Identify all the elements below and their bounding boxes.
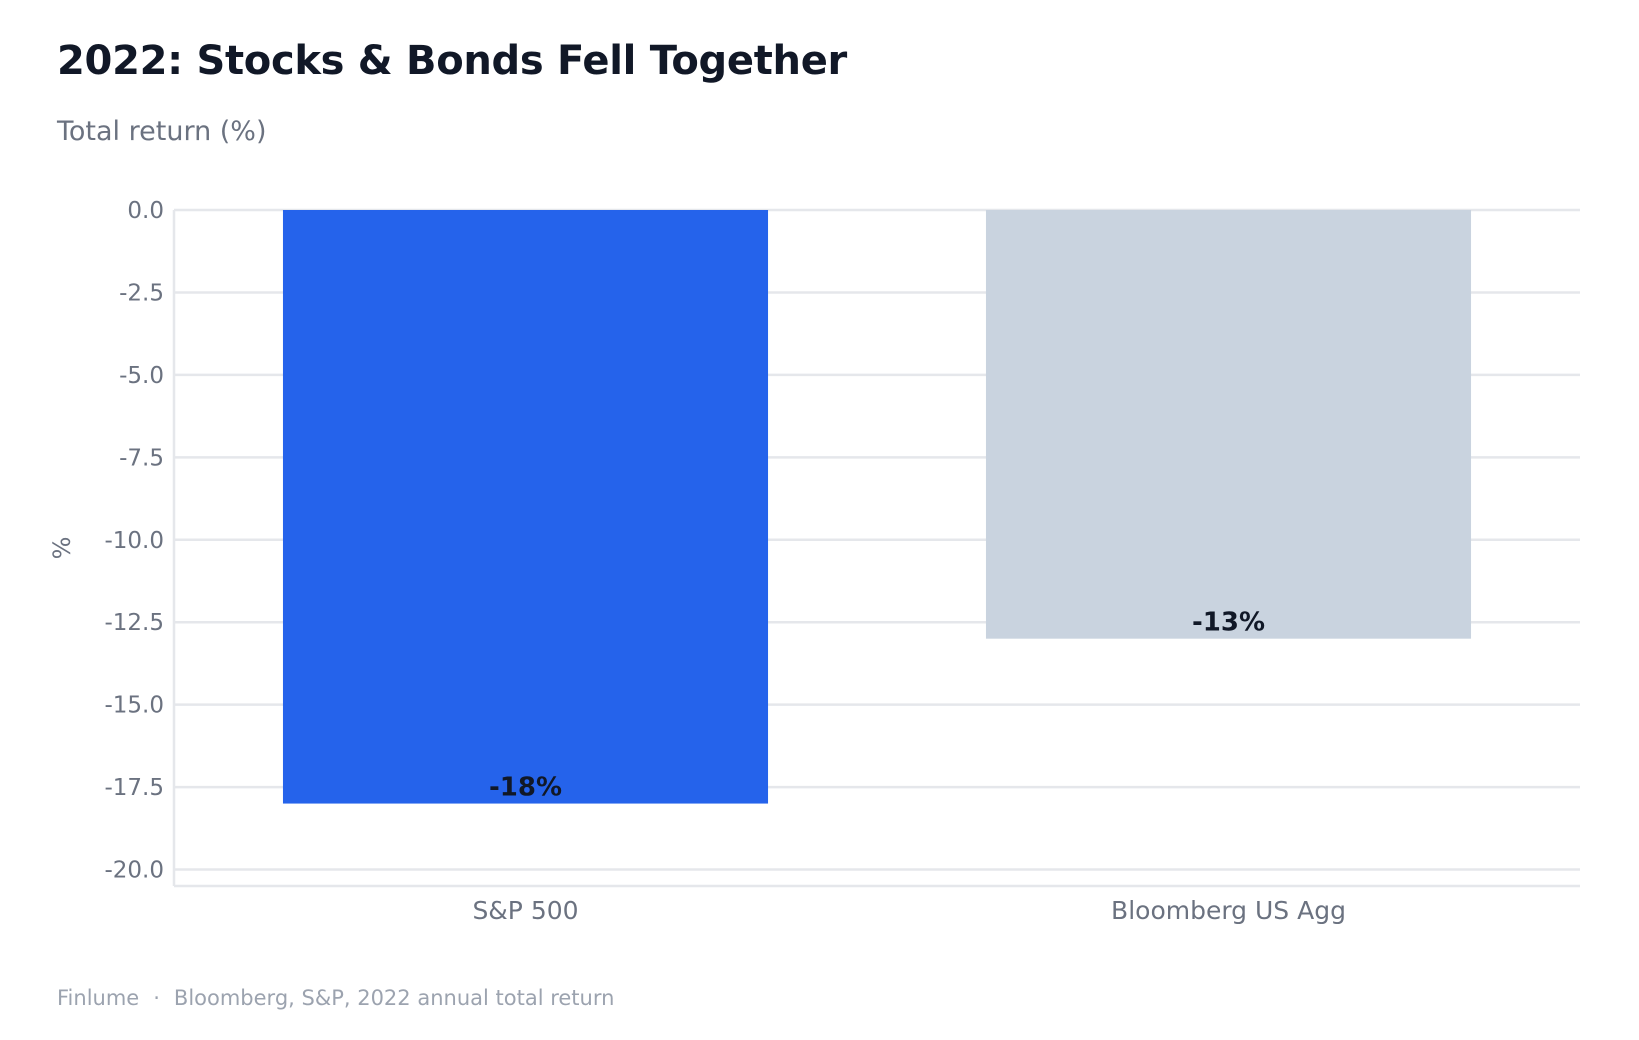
bar-bloomberg-us-agg bbox=[985, 210, 1472, 639]
x-axis: S&P 500 Bloomberg US Agg bbox=[174, 884, 1580, 925]
footer-separator: · bbox=[153, 986, 160, 1010]
y-axis: 0.0 -2.5 -5.0 -7.5 -10.0 -12.5 -15.0 -17.5 -20.0… bbox=[48, 198, 176, 886]
footer-brand: Finlume bbox=[57, 986, 140, 1010]
y-tick-label: -7.5 bbox=[119, 445, 164, 471]
x-tick-label: S&P 500 bbox=[472, 896, 578, 925]
y-tick-label: -15.0 bbox=[104, 693, 164, 719]
y-tick-label: -12.5 bbox=[104, 610, 164, 636]
y-axis-title: % bbox=[48, 537, 76, 560]
x-tick-label: Bloomberg US Agg bbox=[1111, 896, 1346, 925]
chart-title: 2022: Stocks & Bonds Fell Together bbox=[57, 38, 847, 84]
bars bbox=[282, 210, 1472, 804]
y-tick-label: 0.0 bbox=[127, 198, 164, 224]
data-labels: -18% -13% bbox=[489, 608, 1265, 803]
footer-source: Bloomberg, S&P, 2022 annual total return bbox=[173, 986, 615, 1010]
y-tick-label: -20.0 bbox=[104, 858, 164, 884]
footer: Finlume · Bloomberg, S&P, 2022 annual tota… bbox=[57, 986, 614, 1010]
y-tick-label: -5.0 bbox=[119, 363, 164, 389]
data-label: -18% bbox=[489, 773, 562, 803]
data-label: -13% bbox=[1192, 608, 1265, 638]
y-tick-label: -2.5 bbox=[119, 280, 164, 306]
bar-sp500 bbox=[282, 210, 769, 804]
y-tick-label: -10.0 bbox=[104, 528, 164, 554]
y-tick-label: -17.5 bbox=[104, 775, 164, 801]
chart-subtitle: Total return (%) bbox=[57, 116, 267, 147]
